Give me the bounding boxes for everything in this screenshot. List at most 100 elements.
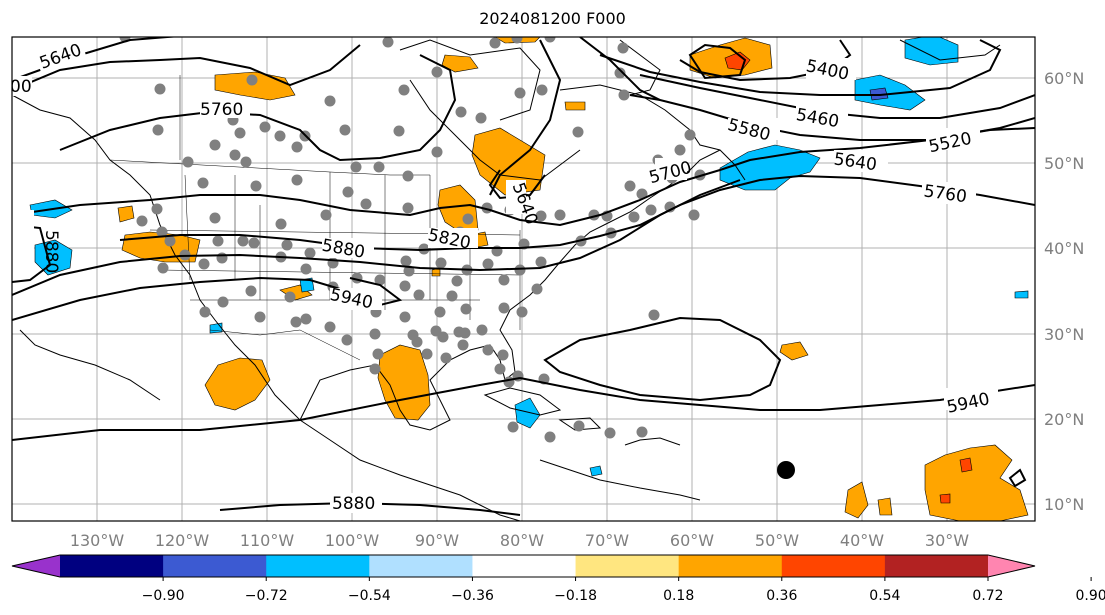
station-dot [514,87,526,99]
station-dot [572,126,584,138]
colorbar-tick-label: 0.18 [663,588,694,604]
station-dot [151,203,163,215]
station-dot [198,258,210,270]
station-dot [229,149,241,161]
station-dot [462,213,474,225]
station-dot [274,130,286,142]
map-frame [11,36,1036,522]
colorbar-segment [678,555,783,577]
station-dot [497,349,509,361]
station-dot [212,235,224,247]
station-dot [604,427,616,439]
longitude-label: 50°W [755,531,799,550]
station-dot [503,376,515,388]
station-dot [451,275,463,287]
station-dot [382,37,394,48]
colorbar-segment [472,555,577,577]
station-dot [498,302,510,314]
station-dot [554,209,566,221]
longitude-label: 30°W [925,531,969,550]
station-dot [342,186,354,198]
station-dot [476,324,488,336]
longitude-label: 110°W [240,531,295,550]
station-dot [624,180,636,192]
station-dot [489,37,501,49]
station-dot [431,146,443,158]
station-dot [341,334,353,346]
station-dot [684,129,696,141]
station-dot [369,363,381,375]
station-dot [320,209,332,221]
station-dot [453,326,465,338]
colorbar-segment [781,555,886,577]
station-dot [339,124,351,136]
station-dot [531,283,543,295]
colorbar-tick-label: −0.54 [348,588,391,604]
station-dot [475,112,487,124]
station-dot [482,258,494,270]
station-dot [154,83,166,95]
station-dot [209,212,221,224]
station-dot [507,421,519,433]
station-dot [398,84,410,96]
longitude-label: 100°W [325,531,380,550]
station-dot [373,161,385,173]
colorbar-tick-labels: −0.90 −0.72 −0.54 −0.36 −0.18 0.18 0.36 0.54 0.7… [142,577,1105,604]
height-contours [12,37,1035,516]
longitude-label: 120°W [155,531,210,550]
station-dot [324,95,336,107]
colorbar-tick-label: −0.90 [142,588,185,604]
station-dot [614,67,626,79]
station-dot [403,265,415,277]
station-dot [246,74,258,86]
latitude-label: 10°N [1044,495,1084,514]
longitude-labels: 130°W 120°W 110°W 100°W 90°W 80°W 70°W 60°W 50°W… [70,531,969,550]
station-dot [435,257,447,269]
station-dot [290,316,302,328]
colorbar-tick-label: −0.72 [245,588,288,604]
map-title: 2024081200 F000 [479,9,626,28]
station-dot [234,127,246,139]
longitude-label: 70°W [585,531,629,550]
station-dot [636,426,648,438]
station-dot [393,125,405,137]
station-dot [237,235,249,247]
station-dot [516,306,528,318]
station-dot [402,202,414,214]
station-dot [431,66,443,78]
contour-label: 5880 [41,230,61,273]
station-dot [291,174,303,186]
station-dot [511,37,523,44]
station-dot [216,252,228,264]
colorbar-segment [266,555,370,577]
station-dot [482,344,494,356]
latitude-label: 50°N [1044,154,1084,173]
colorbar-segment [369,555,473,577]
longitude-label: 80°W [500,531,544,550]
contour-label: 5760 [200,100,243,120]
station-dot [300,313,312,325]
contour-label: 00 [10,77,32,97]
colorbar-tick-label: 0.72 [972,588,1003,604]
station-dot [674,144,686,156]
station-dot [248,237,260,249]
longitude-label: 40°W [840,531,884,550]
station-dot [514,264,526,276]
station-dot [350,161,362,173]
colorbar-tick-label: −0.18 [554,588,597,604]
station-dot [421,348,433,360]
station-dot [182,156,194,168]
station-dot [648,309,660,321]
station-dot [455,106,467,118]
station-dot [164,235,176,247]
station-dot [446,290,458,302]
station-dot [152,124,164,136]
latitude-label: 30°N [1044,325,1084,344]
station-dot [440,352,452,364]
station-dot [434,306,446,318]
colorbar-segment [60,555,164,577]
colorbar-tick-label: −0.36 [451,588,494,604]
station-dot [275,218,287,230]
station-dot [136,215,148,227]
latitude-labels: 60°N 50°N 40°N 30°N 20°N 10°N [1044,69,1084,514]
